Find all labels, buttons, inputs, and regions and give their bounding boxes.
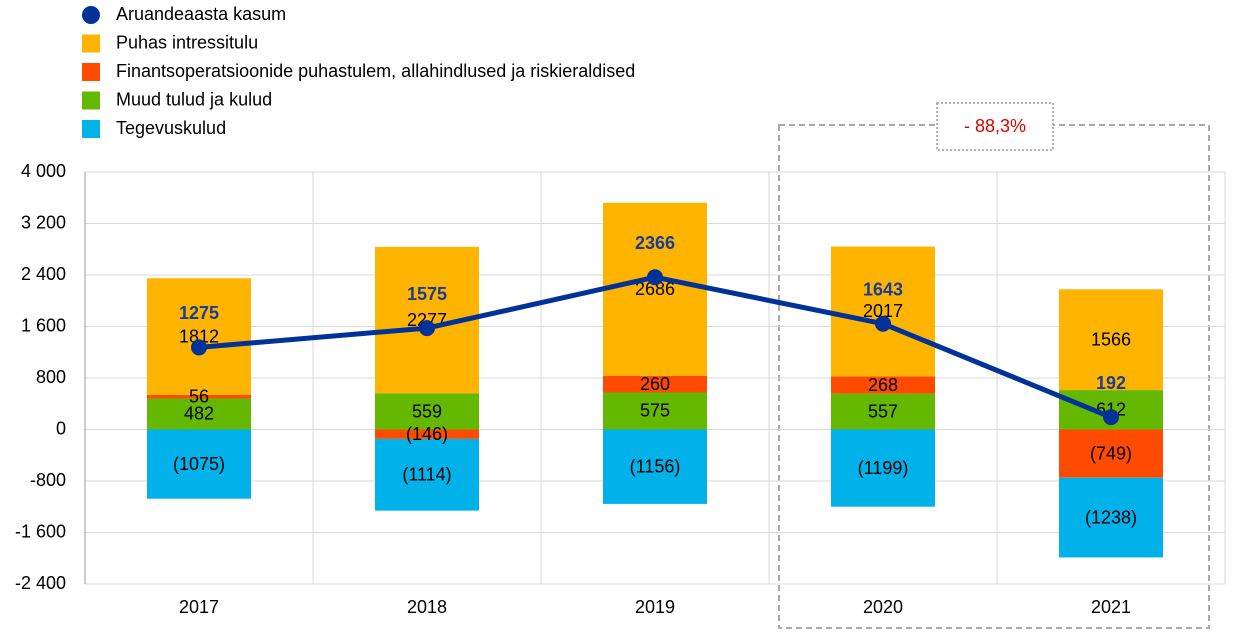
value-label: (1156): [630, 456, 681, 476]
line-value-label: 1643: [863, 279, 903, 299]
bar: [375, 438, 479, 511]
line-point: [191, 339, 207, 356]
bar: [831, 246, 935, 377]
x-tick-label: 2017: [179, 597, 219, 617]
legend-marker: [82, 34, 100, 53]
value-label: (1199): [858, 458, 909, 478]
bar: [1059, 477, 1163, 558]
y-tick-label: -800: [30, 470, 66, 490]
legend-label: Aruandeaasta kasum: [116, 4, 286, 24]
y-tick-label: 1 600: [21, 315, 66, 335]
legend-marker: [82, 63, 100, 81]
value-label: 557: [868, 401, 898, 421]
legend-label: Muud tulud ja kulud: [116, 89, 272, 109]
y-tick-label: 3 200: [21, 212, 66, 232]
value-label: 268: [868, 375, 898, 395]
value-label: 482: [184, 404, 214, 424]
x-tick-label: 2018: [407, 597, 447, 617]
value-label: 1566: [1091, 329, 1131, 349]
legend-marker: [82, 6, 100, 24]
y-tick-label: 0: [56, 418, 66, 438]
value-label: (146): [406, 424, 448, 444]
bar: [603, 429, 707, 504]
line-point: [875, 315, 891, 332]
y-tick-label: 800: [36, 367, 66, 387]
bar: [1059, 429, 1163, 478]
line-value-label: 1575: [407, 284, 447, 304]
legend-marker: [82, 91, 100, 110]
legend-label: Puhas intressitulu: [116, 32, 258, 52]
bars: [147, 202, 1163, 558]
bar: [831, 393, 935, 430]
bar: [147, 394, 251, 399]
x-tick-label: 2021: [1091, 597, 1131, 617]
line-value-label: 192: [1096, 373, 1126, 393]
legend-marker: [82, 120, 100, 138]
bar: [831, 376, 935, 394]
value-label: 56: [189, 386, 209, 406]
annotation-box: [936, 102, 1054, 151]
bar: [147, 398, 251, 430]
bar: [147, 278, 251, 395]
line-value-label: 1275: [179, 303, 219, 323]
y-tick-label: 2 400: [21, 264, 66, 284]
line-point: [419, 320, 435, 337]
value-label: (749): [1090, 443, 1132, 463]
x-tick-label: 2020: [863, 597, 903, 617]
value-label: (1114): [402, 465, 451, 485]
value-label: 2017: [863, 301, 903, 321]
bar: [1059, 289, 1163, 391]
x-tick-label: 2019: [635, 597, 675, 617]
value-label: (1238): [1085, 507, 1137, 527]
line-point: [1103, 409, 1119, 426]
y-tick-label: -2 400: [15, 573, 66, 593]
legend-label: Tegevuskulud: [116, 118, 226, 138]
bar: [147, 429, 251, 499]
value-label: 260: [640, 374, 670, 394]
bar: [603, 392, 707, 430]
bar: [603, 375, 707, 393]
y-tick-label: 4 000: [21, 161, 66, 181]
value-label: (1075): [173, 454, 225, 474]
value-label: 559: [412, 401, 442, 421]
line-point: [647, 269, 663, 286]
annotation: - 88,3%: [964, 116, 1026, 136]
value-label: 1812: [179, 326, 219, 346]
legend-label: Finantsoperatsioonide puhastulem, allahi…: [116, 61, 635, 81]
bar: [603, 202, 707, 376]
bar: [375, 429, 479, 439]
value-label: 2686: [635, 279, 675, 299]
bar: [375, 393, 479, 430]
bar: [831, 429, 935, 507]
value-label: 575: [640, 401, 670, 421]
line-value-label: 2366: [635, 233, 675, 253]
y-tick-label: -1 600: [15, 521, 66, 541]
overlay: 482561812(1075)559(146)2277(1114)5752602…: [173, 233, 1137, 527]
